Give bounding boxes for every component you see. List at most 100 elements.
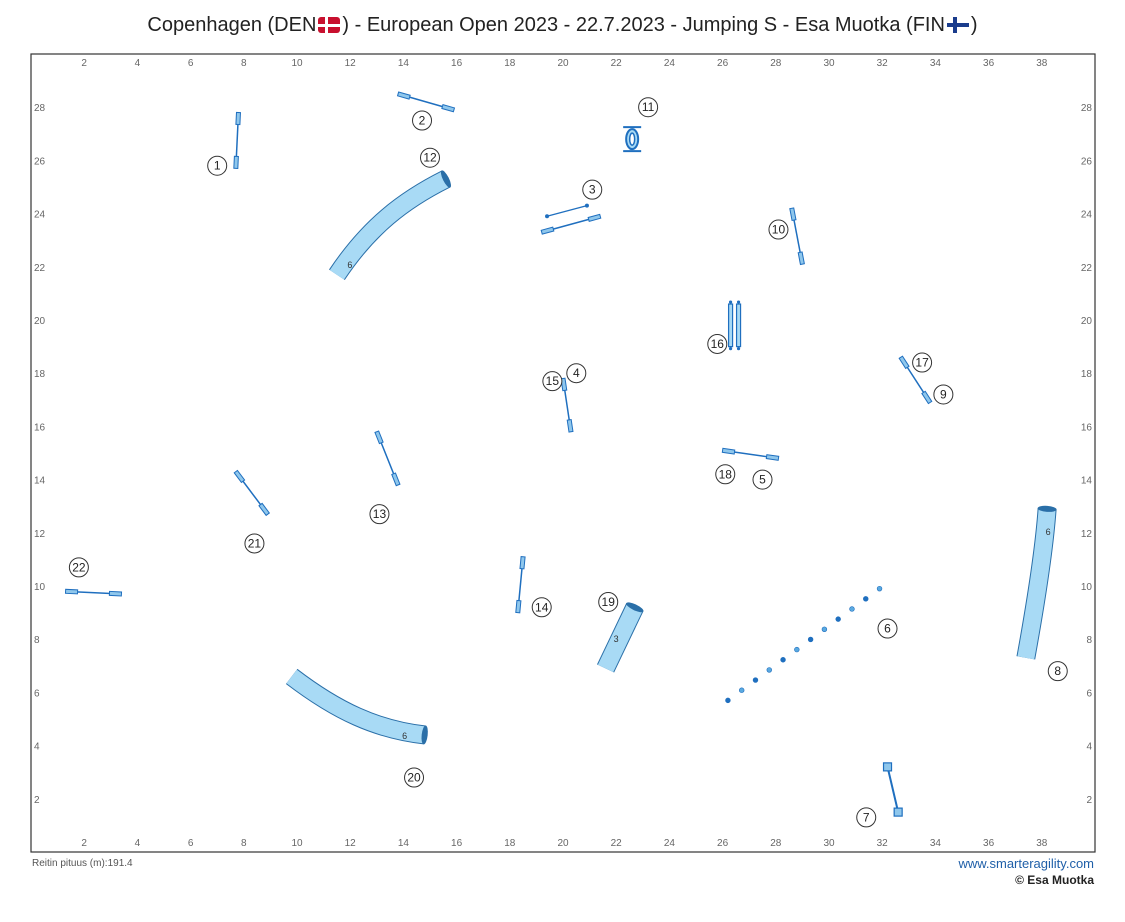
y-tick-left: 16 bbox=[34, 422, 46, 433]
x-tick-bottom: 32 bbox=[877, 838, 889, 849]
jump-wing bbox=[515, 599, 522, 614]
obstacle-number-8: 8 bbox=[1047, 661, 1068, 682]
y-tick-right: 4 bbox=[1086, 742, 1092, 753]
obstacle-number-17: 17 bbox=[912, 352, 933, 373]
x-tick-bottom: 18 bbox=[504, 838, 516, 849]
number-label: 17 bbox=[915, 356, 929, 370]
weave-pole bbox=[780, 657, 786, 663]
y-tick-right: 14 bbox=[1081, 476, 1093, 487]
obstacle-number-11: 11 bbox=[638, 97, 659, 118]
weave-pole bbox=[821, 626, 828, 632]
title-text-3: ) bbox=[970, 14, 978, 36]
obstacle-number-13: 13 bbox=[369, 504, 390, 525]
number-label: 5 bbox=[759, 473, 766, 487]
x-tick-bottom: 4 bbox=[135, 838, 141, 849]
weave-pole bbox=[863, 596, 869, 602]
jump-wing bbox=[765, 454, 780, 461]
x-tick-bottom: 34 bbox=[930, 838, 942, 849]
spread-post bbox=[736, 347, 741, 351]
jump-wing bbox=[566, 418, 574, 433]
jump-wing bbox=[560, 377, 568, 392]
number-circle bbox=[1047, 661, 1068, 682]
number-circle bbox=[542, 371, 563, 392]
obstacle-number-15: 15 bbox=[542, 371, 563, 392]
table-bar bbox=[886, 766, 900, 813]
number-label: 9 bbox=[940, 387, 947, 401]
weave-pole bbox=[766, 667, 772, 673]
number-circle bbox=[412, 110, 433, 131]
number-circle bbox=[582, 179, 603, 200]
website-link[interactable]: www.smarteragility.com bbox=[958, 856, 1094, 871]
x-tick-top: 14 bbox=[398, 58, 410, 69]
number-circle bbox=[752, 469, 773, 490]
x-tick-bottom: 10 bbox=[291, 838, 303, 849]
obstacle-number-7: 7 bbox=[856, 807, 877, 828]
obstacle-number-5: 5 bbox=[752, 469, 773, 490]
weave-pole bbox=[835, 616, 841, 622]
jump-wing bbox=[721, 447, 736, 455]
number-label: 22 bbox=[72, 560, 86, 574]
number-circle bbox=[933, 384, 954, 405]
tunnel-entry bbox=[626, 602, 644, 613]
x-tick-top: 34 bbox=[930, 58, 942, 69]
number-label: 18 bbox=[719, 467, 733, 481]
number-label: 1 bbox=[214, 159, 221, 173]
x-tick-bottom: 36 bbox=[983, 838, 995, 849]
jump-wing bbox=[587, 213, 602, 222]
obstacle-number-18: 18 bbox=[715, 464, 736, 485]
tunnel-length-label: 3 bbox=[614, 634, 619, 644]
jump-wing bbox=[64, 588, 79, 595]
tunnel-length-label: 6 bbox=[347, 260, 352, 270]
spread-post bbox=[736, 300, 741, 304]
tunnels: 6 6 3 6 bbox=[285, 170, 1057, 745]
x-tick-top: 16 bbox=[451, 58, 463, 69]
x-tick-bottom: 16 bbox=[451, 838, 463, 849]
double-jump-post bbox=[545, 214, 550, 219]
y-tick-right: 8 bbox=[1086, 635, 1092, 646]
title-text-2: ) - European Open 2023 - 22.7.2023 - Jum… bbox=[342, 14, 945, 36]
obstacle-number-14: 14 bbox=[531, 597, 552, 618]
y-tick-right: 20 bbox=[1081, 316, 1093, 327]
jump-wing bbox=[233, 469, 246, 484]
x-tick-top: 8 bbox=[241, 58, 247, 69]
spread-bar bbox=[735, 303, 742, 348]
x-tick-bottom: 20 bbox=[557, 838, 569, 849]
x-tick-top: 22 bbox=[611, 58, 623, 69]
weave-pole bbox=[725, 697, 731, 704]
jump-wing bbox=[898, 355, 910, 370]
y-tick-left: 22 bbox=[34, 263, 46, 274]
x-tick-bottom: 8 bbox=[241, 838, 247, 849]
number-label: 3 bbox=[589, 183, 596, 197]
y-tick-left: 4 bbox=[34, 742, 40, 753]
number-label: 15 bbox=[546, 374, 560, 388]
number-label: 7 bbox=[863, 810, 870, 824]
number-label: 20 bbox=[407, 771, 421, 785]
y-tick-left: 26 bbox=[34, 156, 46, 167]
number-label: 8 bbox=[1054, 664, 1061, 678]
y-tick-right: 16 bbox=[1081, 422, 1093, 433]
course-length: Reitin pituus (m):191.4 bbox=[32, 858, 133, 869]
y-tick-left: 14 bbox=[34, 476, 46, 487]
number-circle bbox=[404, 767, 425, 788]
y-tick-right: 12 bbox=[1081, 529, 1093, 540]
number-label: 13 bbox=[373, 507, 387, 521]
spread-bar bbox=[727, 303, 734, 348]
number-circle bbox=[912, 352, 933, 373]
y-tick-left: 24 bbox=[34, 210, 46, 221]
x-tick-bottom: 38 bbox=[1036, 838, 1048, 849]
jump-wing bbox=[235, 111, 242, 126]
x-tick-top: 4 bbox=[135, 58, 141, 69]
y-tick-left: 8 bbox=[34, 635, 40, 646]
jump-wing bbox=[391, 472, 401, 487]
tunnel-entry bbox=[421, 725, 428, 745]
number-label: 14 bbox=[535, 600, 549, 614]
number-circle bbox=[531, 597, 552, 618]
page-title: Copenhagen (DEN) - European Open 2023 - … bbox=[0, 14, 1125, 37]
obstacle-number-22: 22 bbox=[68, 557, 89, 578]
obstacle-number-3: 3 bbox=[582, 179, 603, 200]
tunnel-length-label: 6 bbox=[1046, 527, 1051, 537]
number-label: 21 bbox=[248, 536, 262, 550]
jump-wing bbox=[396, 91, 411, 100]
jump-wing bbox=[258, 502, 271, 517]
